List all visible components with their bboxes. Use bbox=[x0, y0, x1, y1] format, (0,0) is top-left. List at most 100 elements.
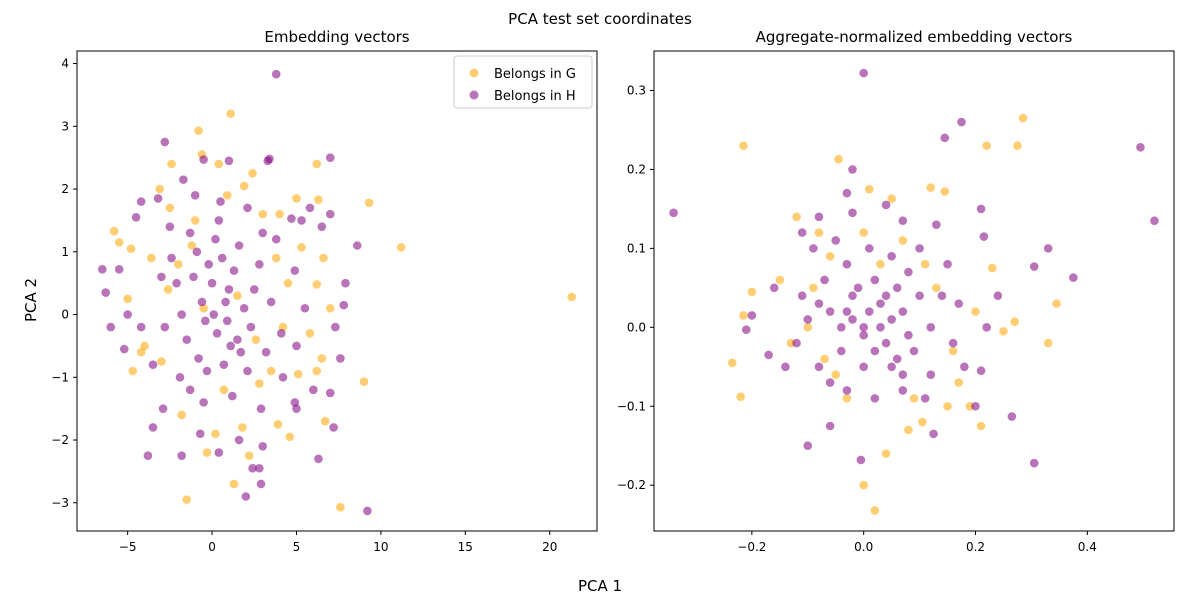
data-point bbox=[940, 187, 950, 196]
series-belongs-in-g bbox=[727, 113, 1061, 515]
data-point bbox=[1043, 338, 1053, 348]
y-tick-label: −2 bbox=[51, 433, 69, 447]
data-point bbox=[957, 117, 966, 127]
x-tick-label: 0 bbox=[208, 540, 216, 554]
data-point bbox=[202, 448, 212, 457]
data-point bbox=[239, 303, 249, 313]
data-point bbox=[792, 338, 801, 348]
data-point bbox=[214, 159, 224, 169]
data-point bbox=[769, 283, 779, 293]
data-point bbox=[898, 236, 908, 245]
data-point bbox=[114, 238, 124, 247]
data-point bbox=[881, 291, 891, 301]
data-point bbox=[234, 241, 244, 250]
data-point bbox=[870, 394, 880, 403]
data-point bbox=[325, 209, 335, 219]
chart-title: Embedding vectors bbox=[264, 28, 409, 46]
data-point bbox=[864, 244, 874, 253]
data-point bbox=[669, 208, 678, 218]
data-point bbox=[177, 310, 186, 319]
y-tick-label: 0.0 bbox=[627, 320, 646, 334]
y-tick-label: −0.1 bbox=[617, 399, 646, 413]
data-point bbox=[199, 398, 208, 407]
data-point bbox=[887, 315, 896, 324]
data-point bbox=[881, 449, 891, 458]
data-point bbox=[243, 203, 252, 213]
data-point bbox=[173, 260, 183, 269]
data-point bbox=[904, 267, 913, 277]
data-point bbox=[146, 253, 156, 263]
data-point bbox=[859, 480, 868, 490]
data-point bbox=[266, 366, 276, 376]
data-point bbox=[842, 188, 852, 198]
data-point bbox=[155, 184, 165, 194]
data-point bbox=[226, 109, 235, 119]
data-point bbox=[1013, 141, 1022, 151]
data-point bbox=[305, 329, 315, 338]
x-tick-label: 0.4 bbox=[1078, 540, 1097, 554]
data-point bbox=[266, 297, 276, 307]
data-point bbox=[948, 338, 958, 348]
data-point bbox=[876, 259, 885, 269]
data-point bbox=[820, 354, 829, 364]
data-point bbox=[234, 435, 244, 445]
data-point bbox=[926, 370, 936, 379]
data-point bbox=[258, 228, 268, 238]
data-point bbox=[960, 362, 969, 372]
data-point bbox=[915, 291, 924, 301]
data-point bbox=[943, 259, 952, 269]
data-point bbox=[741, 325, 751, 334]
data-point bbox=[224, 156, 234, 166]
data-point bbox=[271, 234, 281, 244]
data-point bbox=[976, 366, 986, 376]
series-belongs-in-g bbox=[109, 109, 576, 512]
data-point bbox=[814, 212, 824, 222]
data-point bbox=[825, 251, 835, 261]
data-point bbox=[163, 285, 173, 294]
data-point bbox=[123, 294, 132, 304]
data-point bbox=[201, 316, 210, 326]
data-point bbox=[229, 266, 239, 275]
data-point bbox=[887, 194, 896, 203]
data-point bbox=[314, 195, 323, 205]
data-point bbox=[352, 241, 362, 250]
y-tick-label: 0.3 bbox=[627, 83, 646, 97]
data-point bbox=[255, 260, 264, 269]
data-point bbox=[926, 183, 936, 192]
data-point bbox=[241, 492, 251, 501]
data-point bbox=[943, 401, 952, 411]
legend-label: Belongs in G bbox=[494, 67, 576, 82]
data-point bbox=[271, 253, 281, 263]
data-point bbox=[999, 326, 1008, 336]
data-point bbox=[898, 370, 908, 379]
data-point bbox=[881, 338, 891, 348]
axis-ticks: −5 0 5 10 15 20 −3 −2 −1 0 1 2 3 4 bbox=[51, 57, 557, 554]
data-point bbox=[940, 133, 950, 143]
data-point bbox=[864, 184, 874, 194]
data-point bbox=[918, 417, 927, 427]
data-point bbox=[341, 278, 350, 288]
data-point bbox=[297, 216, 306, 225]
data-point bbox=[797, 228, 807, 237]
data-point bbox=[219, 360, 229, 370]
data-point bbox=[297, 243, 306, 252]
data-point bbox=[219, 385, 229, 395]
data-point bbox=[271, 69, 281, 79]
data-point bbox=[287, 214, 296, 223]
data-point bbox=[979, 232, 989, 241]
data-point bbox=[747, 311, 757, 320]
data-point bbox=[283, 278, 293, 288]
data-point bbox=[261, 347, 271, 357]
data-point bbox=[909, 346, 919, 356]
data-point bbox=[331, 322, 340, 332]
data-point bbox=[825, 307, 835, 316]
data-point bbox=[276, 329, 286, 338]
data-point bbox=[971, 401, 980, 411]
data-point bbox=[842, 386, 852, 395]
data-point bbox=[189, 272, 198, 282]
y-tick-label: 0 bbox=[61, 308, 69, 322]
data-point bbox=[932, 220, 941, 229]
data-point bbox=[870, 346, 880, 356]
data-point bbox=[244, 451, 254, 461]
data-point bbox=[187, 241, 197, 250]
